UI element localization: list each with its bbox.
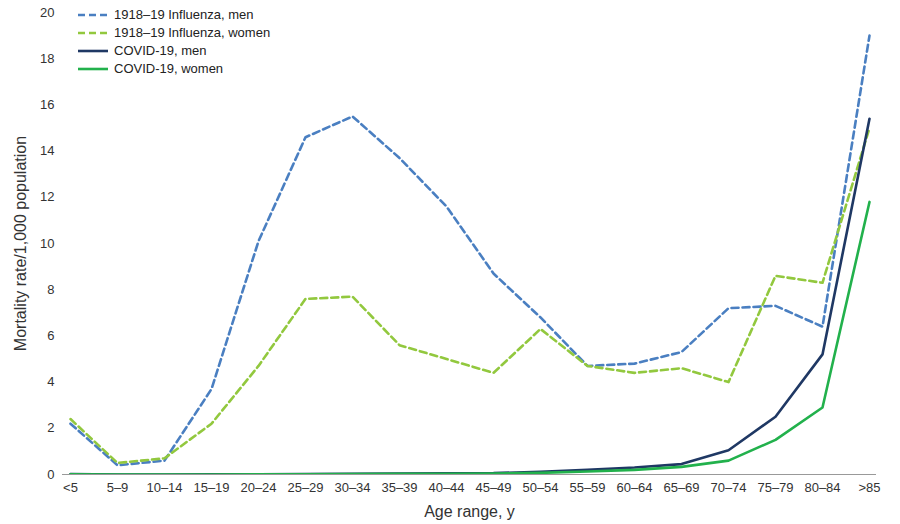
- svg-text:10–14: 10–14: [146, 480, 182, 495]
- svg-text:4: 4: [47, 374, 54, 389]
- svg-text:30–34: 30–34: [334, 480, 370, 495]
- svg-text:0: 0: [47, 467, 54, 482]
- svg-text:35–39: 35–39: [381, 480, 417, 495]
- svg-text:45–49: 45–49: [475, 480, 511, 495]
- svg-text:80–84: 80–84: [804, 480, 840, 495]
- svg-text:16: 16: [40, 97, 54, 112]
- svg-text:Mortality rate/1,000 populatio: Mortality rate/1,000 population: [12, 136, 29, 351]
- svg-text:65–69: 65–69: [663, 480, 699, 495]
- html-text:1918–19 Influenza, women: 1918–19 Influenza, women: [114, 25, 271, 40]
- svg-text:20–24: 20–24: [240, 480, 276, 495]
- svg-text:2: 2: [47, 420, 54, 435]
- svg-text:>85: >85: [858, 480, 880, 495]
- html-text:COVID-19, women: COVID-19, women: [114, 61, 224, 76]
- html-text:1918–19 Influenza, men: 1918–19 Influenza, men: [114, 7, 254, 22]
- svg-text:55–59: 55–59: [569, 480, 605, 495]
- svg-text:6: 6: [47, 328, 54, 343]
- svg-text:Age range, y: Age range, y: [424, 503, 515, 520]
- svg-text:<5: <5: [63, 480, 78, 495]
- svg-text:8: 8: [47, 282, 54, 297]
- svg-text:12: 12: [40, 189, 54, 204]
- svg-text:75–79: 75–79: [757, 480, 793, 495]
- html-text:COVID-19, men: COVID-19, men: [114, 43, 207, 58]
- svg-text:20: 20: [40, 5, 54, 20]
- svg-text:15–19: 15–19: [193, 480, 229, 495]
- svg-text:70–74: 70–74: [710, 480, 746, 495]
- svg-text:50–54: 50–54: [522, 480, 558, 495]
- svg-text:60–64: 60–64: [616, 480, 652, 495]
- svg-text:10: 10: [40, 236, 54, 251]
- svg-text:14: 14: [40, 143, 54, 158]
- svg-text:40–44: 40–44: [428, 480, 464, 495]
- svg-text:18: 18: [40, 51, 54, 66]
- svg-text:25–29: 25–29: [287, 480, 323, 495]
- svg-text:5–9: 5–9: [107, 480, 129, 495]
